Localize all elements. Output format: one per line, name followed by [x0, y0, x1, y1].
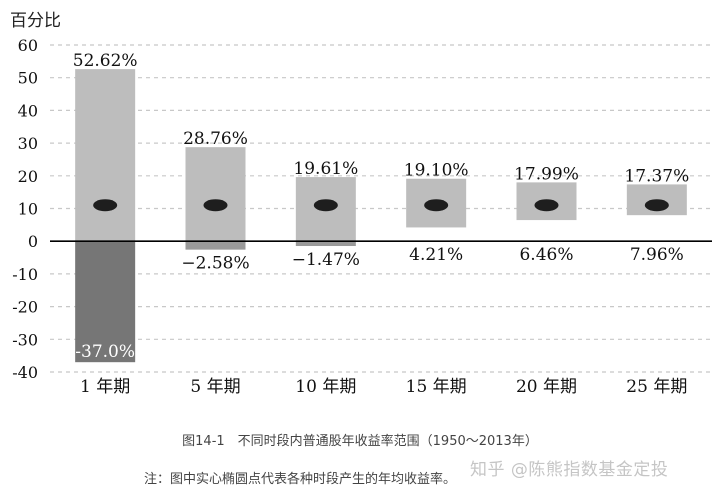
x-axis-ticks: 1 年期 5 年期 10 年期 15 年期 20 年期 25 年期: [80, 377, 687, 397]
range-bar-positive: [185, 147, 246, 242]
range-bar-negative: [295, 241, 356, 247]
average-markers: [93, 199, 669, 212]
watermark: 知乎 @陈熊指数基金定投: [470, 460, 669, 480]
x-tick-label: 5 年期: [190, 377, 240, 397]
min-label: −1.47%: [292, 250, 360, 270]
min-label: 7.96%: [630, 245, 684, 265]
return-range-chart: 52.62% -37.0% 28.76% −2.58% 19.61% −1.47% 19.1…: [10, 11, 712, 397]
min-label: −2.58%: [181, 254, 249, 274]
y-tick-label: -10: [12, 265, 38, 284]
y-tick-label: 0: [28, 232, 38, 251]
y-tick-label: -30: [12, 330, 38, 349]
figure-note: 注：图中实心椭圆点代表各种时段产生的年均收益率。: [143, 472, 456, 487]
x-tick-label: 25 年期: [626, 377, 687, 397]
range-bar-positive: [75, 69, 136, 242]
max-label: 28.76%: [183, 129, 248, 149]
y-tick-label: 60: [18, 36, 38, 55]
y-tick-label: -40: [12, 363, 38, 382]
y-tick-label: -20: [12, 298, 38, 317]
min-label: -37.0%: [75, 342, 135, 362]
min-label: 6.46%: [519, 245, 573, 265]
y-tick-label: 40: [18, 101, 38, 120]
average-marker: [644, 199, 669, 212]
max-label: 52.62%: [73, 51, 138, 71]
x-tick-label: 10 年期: [295, 377, 356, 397]
range-bar-negative: [185, 241, 246, 250]
x-tick-label: 1 年期: [80, 377, 130, 397]
y-axis-ticks: 60 50 40 30 20 10 0 -10 -20 -30 -40: [12, 36, 38, 382]
x-tick-label: 15 年期: [406, 377, 467, 397]
average-marker: [203, 199, 228, 212]
y-tick-label: 30: [18, 134, 38, 153]
y-tick-label: 10: [18, 200, 38, 219]
average-marker: [424, 199, 449, 212]
grid-lines: [50, 44, 712, 373]
max-label: 17.37%: [624, 166, 689, 186]
range-bar-negative: [75, 241, 136, 363]
average-marker: [93, 199, 118, 212]
y-tick-label: 20: [18, 167, 38, 186]
min-label: 4.21%: [409, 245, 463, 265]
max-label: 19.61%: [293, 159, 358, 179]
max-label: 19.10%: [404, 161, 469, 181]
y-axis-label: 百分比: [10, 11, 61, 31]
average-marker: [534, 199, 559, 212]
y-tick-label: 50: [18, 69, 38, 88]
average-marker: [313, 199, 338, 212]
max-label: 17.99%: [514, 164, 579, 184]
bars: [75, 69, 687, 363]
figure-caption: 图14-1 不同时段内普通股年收益率范围（1950～2013年）: [182, 434, 538, 449]
x-tick-label: 20 年期: [516, 377, 577, 397]
data-labels: 52.62% -37.0% 28.76% −2.58% 19.61% −1.47% 19.1…: [73, 51, 689, 362]
